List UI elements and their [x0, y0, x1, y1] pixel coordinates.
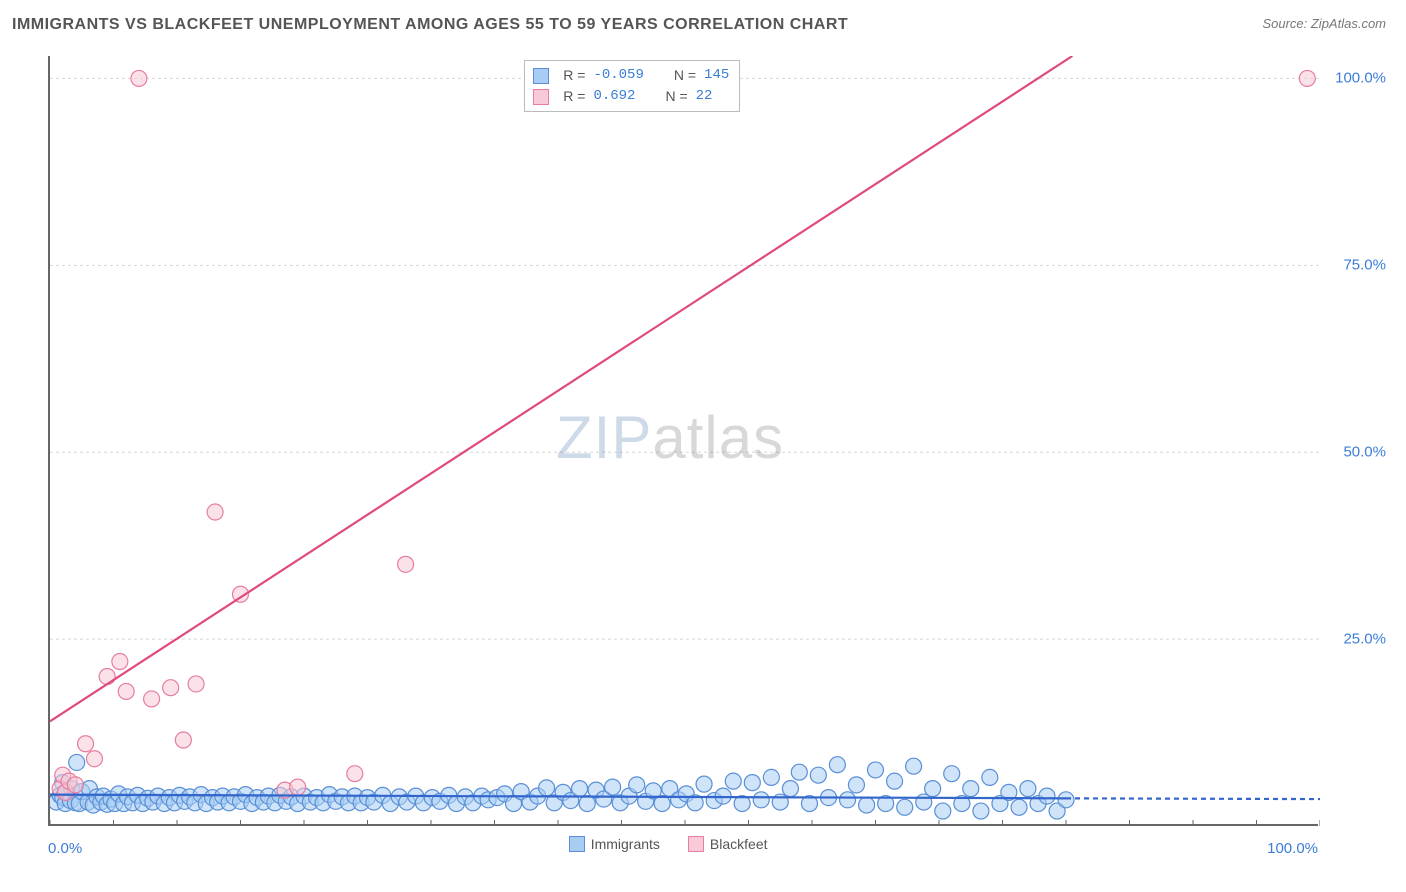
legend-item: Blackfeet: [688, 836, 768, 852]
stats-swatch: [533, 68, 549, 84]
stats-row: R = -0.059 N = 145: [533, 65, 729, 86]
stats-n-label: N =: [674, 65, 696, 86]
chart-title: IMMIGRANTS VS BLACKFEET UNEMPLOYMENT AMO…: [12, 16, 848, 34]
source-credit: Source: ZipAtlas.com: [1262, 16, 1386, 31]
stats-r-label: R =: [563, 65, 585, 86]
correlation-stats-box: R = -0.059 N = 145 R = 0.692 N = 22: [524, 60, 740, 112]
stats-n-label: N =: [665, 86, 687, 107]
x-tick-label: 0.0%: [48, 840, 82, 857]
y-tick-label: 50.0%: [1343, 444, 1386, 461]
stats-row: R = 0.692 N = 22: [533, 86, 729, 107]
stats-r-label: R =: [563, 86, 585, 107]
legend-label: Immigrants: [591, 836, 660, 852]
bottom-legend: Immigrants Blackfeet: [569, 836, 768, 852]
y-tick-label: 25.0%: [1343, 631, 1386, 648]
x-tick-label: 100.0%: [1258, 840, 1318, 857]
plot-svg: [50, 56, 1320, 826]
scatter-plot: [48, 56, 1318, 826]
legend-label: Blackfeet: [710, 836, 768, 852]
stats-n-value: 22: [696, 86, 713, 107]
stats-n-value: 145: [704, 65, 729, 86]
stats-swatch: [533, 89, 549, 105]
stats-r-value: 0.692: [593, 86, 635, 107]
y-tick-label: 100.0%: [1335, 70, 1386, 87]
legend-item: Immigrants: [569, 836, 660, 852]
legend-swatch: [569, 836, 585, 852]
legend-swatch: [688, 836, 704, 852]
y-tick-label: 75.0%: [1343, 257, 1386, 274]
stats-r-value: -0.059: [593, 65, 643, 86]
